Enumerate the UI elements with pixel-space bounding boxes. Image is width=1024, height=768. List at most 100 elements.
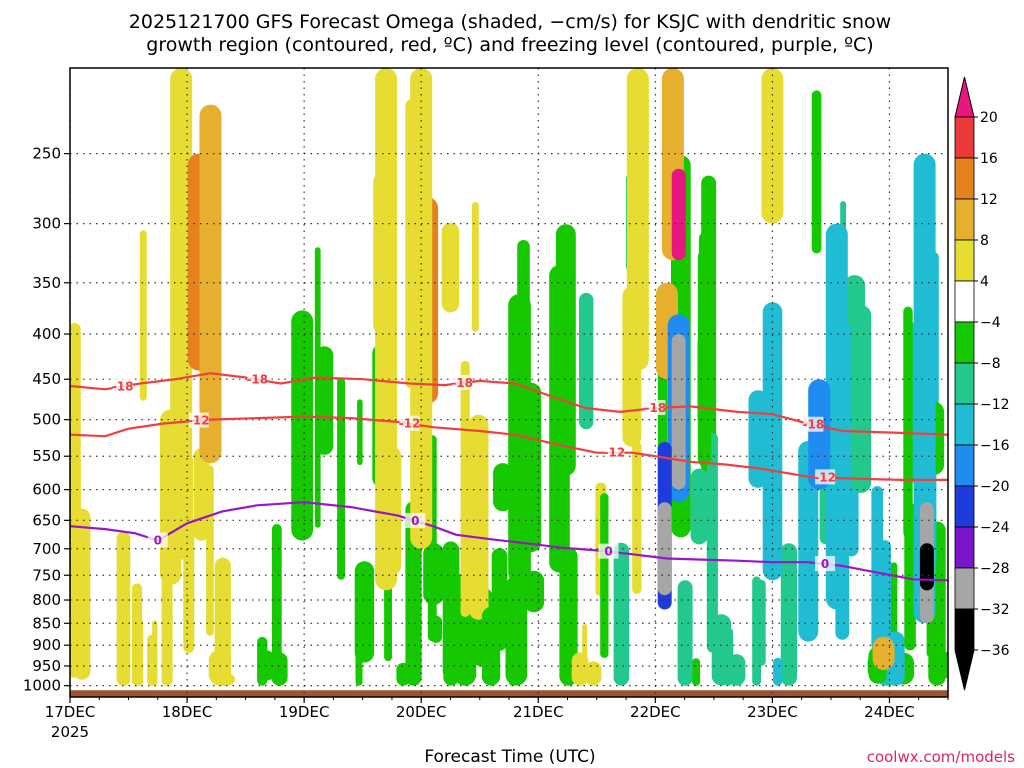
colorbar-label: 16	[980, 151, 998, 167]
colorbar-box	[954, 116, 975, 159]
omega-streak	[773, 657, 783, 686]
omega-patch	[671, 168, 686, 261]
contour-label-bg	[452, 375, 473, 391]
plot-area: -18 -18 -18 -18 -18 -12 -12 -12 -12 0 0 0 0	[69, 67, 949, 698]
omega-streak	[811, 90, 822, 254]
y-tick-label: 1000	[23, 677, 61, 695]
omega-patch	[761, 68, 784, 224]
y-tick-label: 450	[32, 370, 61, 388]
omega-streak	[472, 202, 479, 332]
colorbar-box	[954, 403, 975, 446]
colorbar-box	[954, 608, 975, 651]
omega-streak	[443, 647, 459, 686]
omega-streak	[850, 305, 872, 493]
colorbar-box	[954, 198, 975, 241]
contour-label: -12	[604, 446, 626, 460]
omega-streak	[559, 547, 578, 686]
omega-streak	[677, 580, 693, 686]
y-tick-label: 300	[32, 215, 61, 233]
colorbar-top-arrow	[954, 76, 975, 118]
omega-streak	[903, 306, 913, 538]
contour-label: -12	[814, 470, 836, 484]
colorbar-bottom-arrow	[954, 649, 975, 691]
omega-streak	[505, 575, 528, 686]
omega-streak	[549, 265, 570, 573]
colorbar-box	[954, 526, 975, 569]
omega-streak	[520, 382, 542, 553]
omega-streak	[613, 542, 630, 686]
omega-patch	[375, 68, 398, 591]
omega-patch	[825, 223, 848, 610]
y-axis: 250 300 350 400 450 500 550 600 650 700 750 800 850 9…	[23, 145, 70, 695]
colorbar-label: −20	[980, 479, 1010, 495]
contour-label-bg	[645, 399, 666, 415]
contour-label-bg	[112, 378, 133, 394]
contour-label-bg	[399, 415, 420, 431]
omega-streak	[396, 662, 411, 686]
colorbar-label: −12	[980, 397, 1010, 413]
omega-streak	[706, 432, 718, 653]
x-tick-label: 19DEC	[279, 703, 330, 721]
chart-title-line1: 2025121700 GFS Forecast Omega (shaded, −…	[129, 11, 891, 33]
omega-streak	[314, 247, 321, 528]
contour-label-bg	[815, 556, 836, 572]
colorbar-box	[954, 362, 975, 405]
colorbar-box	[954, 157, 975, 200]
omega-patch	[170, 68, 193, 560]
omega-streak	[481, 607, 501, 686]
contour-label: -18	[644, 401, 666, 415]
omega-streak	[752, 576, 761, 686]
x-tick-label: 22DEC	[630, 703, 681, 721]
omega-streak	[724, 627, 734, 686]
omega-streak	[208, 649, 232, 686]
omega-patch	[657, 502, 672, 596]
y-tick-label: 750	[32, 566, 61, 584]
x-year-label: 2025	[51, 723, 89, 741]
colorbar-label: 4	[980, 274, 989, 290]
contour-label: 0	[411, 514, 419, 528]
contour-label: -18	[803, 418, 825, 432]
contour-label-bg	[147, 532, 168, 548]
colorbar-label: 20	[980, 110, 998, 126]
omega-streak	[116, 531, 131, 686]
omega-streak	[579, 292, 594, 430]
y-tick-label: 850	[32, 614, 61, 632]
omega-streak	[337, 377, 345, 580]
contour-label-bg	[188, 412, 209, 428]
omega-patch	[199, 104, 222, 464]
y-tick-label: 700	[32, 540, 61, 558]
contour-label-bg	[815, 469, 836, 485]
omega-streak	[690, 468, 708, 545]
omega-streak	[692, 658, 701, 686]
contour-label: -18	[112, 379, 134, 393]
colorbar-box	[954, 567, 975, 610]
contour-label: -12	[188, 414, 210, 428]
colorbar-box	[954, 280, 975, 323]
contour-freezing-level-line	[70, 501, 948, 582]
omega-streak	[632, 441, 642, 594]
omega-streak	[584, 661, 602, 686]
omega-streak	[272, 524, 282, 675]
y-tick-label: 250	[32, 145, 61, 163]
colorbar-label: −28	[980, 561, 1010, 577]
omega-patch	[872, 636, 895, 670]
y-tick-label: 900	[32, 636, 61, 654]
contour-dgz-line	[70, 372, 948, 436]
colorbar-box	[954, 239, 975, 282]
contour-label-bg	[598, 543, 619, 559]
colorbar-label: −36	[980, 643, 1010, 659]
omega-streak	[871, 486, 883, 651]
y-tick-label: 600	[32, 481, 61, 499]
contour-label-bg	[405, 512, 426, 528]
colorbar-box	[954, 321, 975, 364]
contour-label: 0	[821, 557, 829, 571]
omega-streak	[206, 465, 214, 636]
omega-patch	[808, 379, 831, 490]
omega-streak	[441, 222, 460, 313]
y-tick-label: 550	[32, 447, 61, 465]
colorbar-label: 8	[980, 233, 989, 249]
omega-streak	[161, 561, 173, 686]
omega-streak	[147, 634, 157, 686]
colorbar-label: −16	[980, 438, 1010, 454]
